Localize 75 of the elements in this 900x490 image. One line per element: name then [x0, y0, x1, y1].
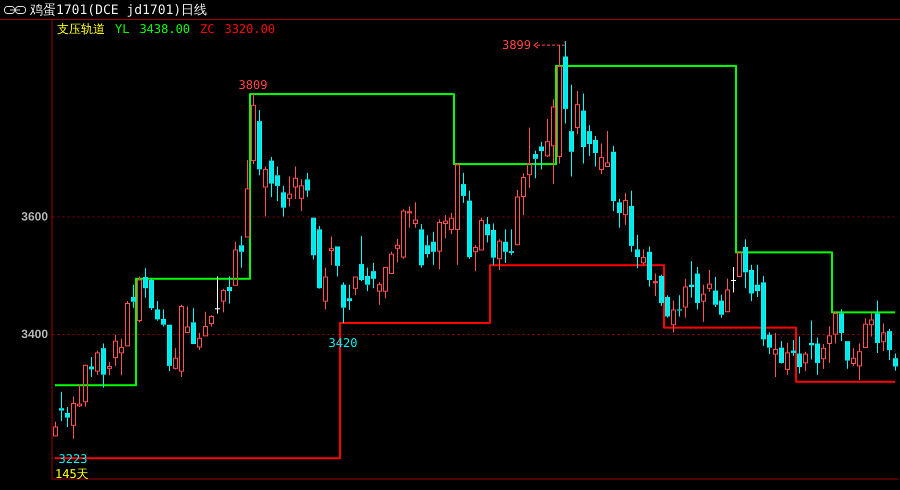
legend-title: 支压轨道 [57, 22, 105, 36]
candlestick [65, 406, 70, 428]
candlestick [611, 145, 616, 212]
candlestick [467, 190, 472, 260]
chart-title: 鸡蛋1701(DCE jd1701)日线 [30, 2, 208, 18]
candlestick [497, 238, 502, 270]
candlestick [779, 340, 784, 363]
candlestick [203, 311, 208, 336]
candlestick [59, 391, 64, 422]
candlestick [353, 276, 358, 296]
candlestick [833, 311, 838, 344]
candlestick [641, 248, 646, 266]
candlestick [221, 288, 226, 313]
candlestick [671, 300, 676, 333]
annotation: 3438.00 [139, 22, 190, 36]
text: YL [115, 22, 130, 36]
candlestick [707, 269, 712, 292]
candlestick [785, 342, 790, 376]
candlestick [575, 90, 580, 135]
candlestick [725, 278, 730, 312]
annotation: 145天 [55, 466, 89, 483]
candlestick [413, 202, 418, 228]
candlestick [191, 308, 196, 344]
candlestick [533, 150, 538, 179]
candlestick [569, 84, 574, 177]
candlestick [653, 273, 658, 296]
candlestick [773, 332, 778, 378]
candlestick [214, 276, 220, 314]
candlestick [563, 40, 568, 124]
candlestick [101, 343, 106, 388]
y-tick-label: 3600 [21, 209, 48, 224]
candlestick [539, 141, 544, 170]
candlestick [629, 190, 634, 252]
candlestick [233, 241, 238, 286]
annotation: 3809 [238, 78, 268, 92]
candlestick [167, 324, 172, 372]
candlestick [251, 94, 256, 165]
candlestick [527, 127, 532, 188]
candlestick [245, 159, 250, 238]
candlestick [323, 267, 328, 310]
candlestick [287, 176, 292, 207]
candlestick [839, 308, 844, 342]
candlestick [257, 109, 262, 176]
candlestick [617, 198, 622, 228]
candlestick [635, 234, 640, 269]
text: ZC [200, 22, 214, 36]
candlestick [305, 172, 310, 198]
candlestick [701, 284, 706, 322]
candlestick [227, 276, 232, 304]
candlestick [827, 326, 832, 364]
candlestick [893, 353, 898, 372]
annotation: 3899 [502, 38, 531, 52]
candlestick [730, 266, 736, 293]
candlestick [647, 246, 652, 287]
y-tick-label: 3400 [21, 327, 48, 341]
candlestick [803, 351, 808, 372]
candlestick [461, 172, 466, 204]
candlestick [263, 166, 268, 217]
candlestick [623, 192, 628, 226]
candlestick [791, 339, 796, 356]
candlestick [281, 185, 286, 217]
candlestick [239, 235, 244, 268]
candlestick [131, 284, 136, 308]
candlestick [881, 323, 886, 352]
candlestick [329, 236, 334, 266]
candlestick [107, 362, 112, 376]
candlestick [797, 336, 802, 374]
candlestick [89, 356, 94, 378]
candlestick [845, 341, 850, 370]
candlestick [887, 328, 892, 360]
candlestick [821, 344, 826, 370]
candlestick [683, 278, 688, 318]
annotation: 3320.00 [224, 22, 276, 36]
candlestick [83, 364, 88, 407]
candlestick [875, 300, 880, 354]
